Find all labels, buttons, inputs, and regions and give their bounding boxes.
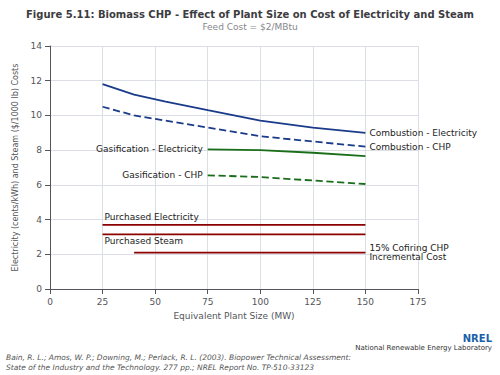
svg-text:8: 8 <box>36 145 42 155</box>
svg-text:Gasification - CHP: Gasification - CHP <box>122 170 203 180</box>
svg-text:175: 175 <box>409 297 426 307</box>
svg-text:125: 125 <box>304 297 321 307</box>
svg-text:Bain, R. L.; Amos, W. P.; Down: Bain, R. L.; Amos, W. P.; Downing, M.; P… <box>6 353 351 362</box>
svg-text:15% Cofiring CHP: 15% Cofiring CHP <box>369 243 449 254</box>
svg-text:Feed Cost = $2/MBtu: Feed Cost = $2/MBtu <box>202 22 297 32</box>
svg-text:50: 50 <box>149 297 161 307</box>
svg-text:National Renewable Energy Labo: National Renewable Energy Laboratory <box>355 344 492 352</box>
svg-text:Purchased Steam: Purchased Steam <box>105 236 184 246</box>
svg-text:0: 0 <box>47 297 53 307</box>
svg-text:Equivalent Plant Size (MW): Equivalent Plant Size (MW) <box>173 311 294 321</box>
svg-text:4: 4 <box>36 215 42 225</box>
svg-text:Purchased Electricity: Purchased Electricity <box>105 212 200 222</box>
svg-text:2: 2 <box>36 249 42 259</box>
svg-text:Incremental Cost: Incremental Cost <box>369 252 446 262</box>
svg-text:6: 6 <box>36 180 42 190</box>
svg-text:150: 150 <box>357 297 374 307</box>
svg-text:0: 0 <box>36 284 42 294</box>
svg-text:Figure 5.11: Biomass CHP - Eff: Figure 5.11: Biomass CHP - Effect of Pla… <box>26 9 474 20</box>
svg-text:Combustion - Electricity: Combustion - Electricity <box>369 128 477 138</box>
svg-text:NREL: NREL <box>463 333 493 344</box>
svg-text:25: 25 <box>97 297 108 307</box>
svg-text:75: 75 <box>202 297 213 307</box>
svg-text:14: 14 <box>31 41 43 51</box>
svg-text:State of the Industry and the: State of the Industry and the Technology… <box>6 363 314 372</box>
svg-text:Gasification - Electricity: Gasification - Electricity <box>96 144 203 154</box>
svg-text:12: 12 <box>31 76 42 86</box>
svg-text:Electricity (cents/kWh) and St: Electricity (cents/kWh) and Steam ($/100… <box>11 64 20 272</box>
svg-text:10: 10 <box>31 110 43 120</box>
svg-text:Combustion - CHP: Combustion - CHP <box>369 142 451 152</box>
svg-text:100: 100 <box>252 297 269 307</box>
